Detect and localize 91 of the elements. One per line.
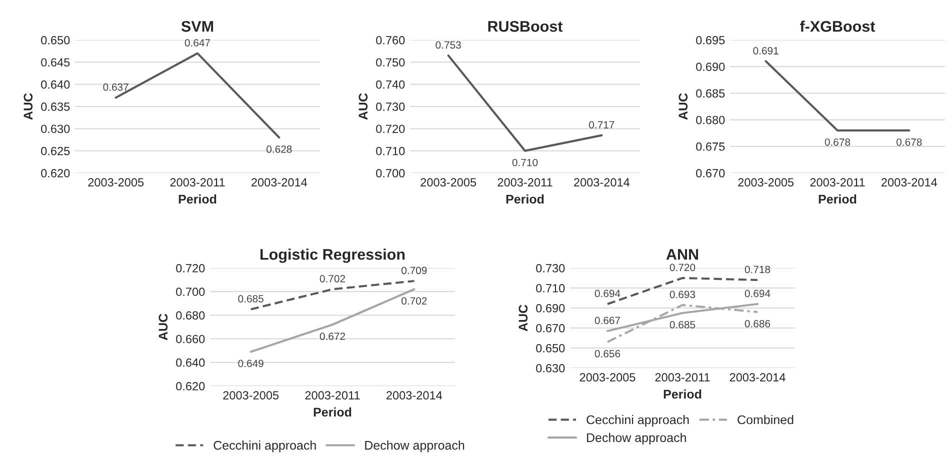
data-label: 0.753 [436,41,461,49]
data-label: 0.702 [320,275,346,282]
y-tick-label: 0.690 [696,62,725,71]
y-tick-label: 0.630 [41,124,70,134]
y-axis-title: AUC [358,93,368,120]
chart-title: Logistic Regression [260,248,405,263]
x-tick-label: 2003-2011 [498,178,552,187]
data-label: 0.685 [238,295,264,302]
data-label: 0.709 [402,266,427,274]
x-tick-label: 2003-2011 [170,178,225,187]
data-label: 0.694 [744,290,770,298]
data-label: 0.718 [744,266,770,274]
legend-label: Dechow approach [587,432,686,445]
y-tick-label: 0.635 [41,102,70,111]
y-tick-label: 0.650 [41,36,70,44]
y-tick-label: 0.685 [696,89,725,98]
x-tick-label: 2003-2011 [655,373,710,382]
y-tick-label: 0.650 [536,344,565,352]
data-label: 0.667 [594,316,620,324]
data-label: 0.717 [589,121,614,128]
data-label: 0.720 [670,264,696,272]
x-axis-title: Period [664,389,702,399]
data-label: 0.691 [753,47,778,54]
chart-title: ANN [666,249,698,260]
chart-title: f-XGBoost [800,20,876,32]
data-label: 0.694 [594,290,620,298]
y-tick-label: 0.680 [176,311,205,320]
data-label: 0.702 [402,297,427,305]
y-tick-label: 0.740 [376,80,405,89]
data-label: 0.628 [266,146,292,153]
x-tick-label: 2003-2005 [223,391,279,400]
y-tick-label: 0.670 [536,324,565,332]
y-axis-title: AUC [158,314,168,340]
y-tick-label: 0.720 [176,264,205,272]
x-tick-label: 2003-2014 [730,373,786,382]
data-label: 0.686 [744,320,770,328]
x-tick-label: 2003-2011 [810,178,865,187]
y-tick-label: 0.760 [376,36,405,44]
data-label: 0.678 [824,138,850,146]
data-label: 0.693 [670,290,696,298]
x-tick-label: 2003-2005 [580,373,636,382]
y-tick-label: 0.700 [376,169,405,178]
y-tick-label: 0.690 [536,304,565,312]
data-label: 0.637 [103,83,128,91]
legend-label: Cecchini approach [586,415,689,427]
y-tick-label: 0.640 [41,80,70,89]
y-tick-label: 0.730 [536,264,565,272]
data-label: 0.647 [184,39,210,46]
x-tick-label: 2003-2011 [305,391,360,400]
x-axis-title: Period [314,407,352,417]
legend-label: Combined [738,415,794,424]
y-tick-label: 0.620 [176,382,205,390]
y-tick-label: 0.640 [176,358,205,367]
data-label: 0.656 [594,350,620,358]
x-tick-label: 2003-2014 [882,178,938,187]
y-tick-label: 0.620 [41,169,70,178]
y-tick-label: 0.660 [176,334,205,344]
y-tick-label: 0.645 [41,58,70,67]
x-tick-label: 2003-2005 [738,178,794,187]
y-tick-label: 0.730 [376,102,405,111]
data-label: 0.710 [512,158,538,166]
x-axis-title: Period [178,194,216,204]
y-tick-label: 0.695 [696,36,725,44]
x-tick-label: 2003-2014 [252,178,308,187]
y-tick-label: 0.670 [696,169,725,178]
data-label: 0.649 [238,360,264,368]
y-tick-label: 0.710 [536,284,565,292]
x-tick-label: 2003-2005 [420,178,476,187]
y-tick-label: 0.630 [536,364,565,372]
y-tick-label: 0.675 [696,142,725,151]
y-axis-title: AUC [678,93,688,120]
legend-label: Cecchini approach [214,440,316,452]
data-label: 0.672 [320,332,346,340]
data-label: 0.685 [670,321,696,328]
x-axis-title: Period [506,194,544,204]
y-axis-title: AUC [518,304,528,332]
x-tick-label: 2003-2014 [386,391,442,400]
y-tick-label: 0.680 [696,116,725,124]
x-tick-label: 2003-2005 [88,178,144,187]
y-tick-label: 0.625 [41,146,70,156]
y-tick-label: 0.700 [176,288,205,296]
y-tick-label: 0.710 [376,146,405,156]
x-axis-title: Period [818,194,856,204]
y-tick-label: 0.720 [376,124,405,134]
y-axis-title: AUC [24,93,33,120]
chart-title: SVM [181,21,214,32]
legend-label: Dechow approach [365,440,464,452]
x-tick-label: 2003-2014 [574,178,630,187]
data-label: 0.678 [896,138,922,146]
y-tick-label: 0.750 [376,58,405,67]
chart-title: RUSBoost [488,21,563,32]
